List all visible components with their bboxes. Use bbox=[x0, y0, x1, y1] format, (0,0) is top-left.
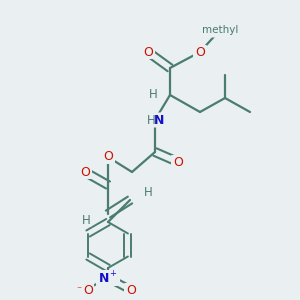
Text: H: H bbox=[148, 88, 158, 101]
FancyBboxPatch shape bbox=[141, 45, 155, 59]
Text: O: O bbox=[126, 284, 136, 296]
Text: H: H bbox=[144, 187, 152, 200]
Text: O: O bbox=[143, 46, 153, 59]
Text: H: H bbox=[82, 214, 90, 226]
FancyBboxPatch shape bbox=[142, 187, 154, 200]
FancyBboxPatch shape bbox=[78, 165, 92, 179]
FancyBboxPatch shape bbox=[145, 112, 165, 128]
Text: O: O bbox=[195, 46, 205, 59]
FancyBboxPatch shape bbox=[124, 283, 138, 297]
Text: O: O bbox=[103, 151, 113, 164]
FancyBboxPatch shape bbox=[76, 283, 94, 298]
FancyBboxPatch shape bbox=[193, 45, 207, 59]
Text: H: H bbox=[147, 113, 155, 127]
FancyBboxPatch shape bbox=[208, 22, 232, 38]
FancyBboxPatch shape bbox=[147, 88, 159, 101]
Text: ⁻: ⁻ bbox=[76, 285, 82, 295]
Text: methyl: methyl bbox=[202, 25, 238, 35]
Text: O: O bbox=[83, 284, 93, 296]
FancyBboxPatch shape bbox=[101, 150, 115, 164]
Text: O: O bbox=[173, 155, 183, 169]
FancyBboxPatch shape bbox=[171, 155, 185, 169]
FancyBboxPatch shape bbox=[96, 270, 120, 286]
Text: N: N bbox=[154, 113, 164, 127]
Text: O: O bbox=[80, 166, 90, 178]
Text: +: + bbox=[110, 269, 116, 278]
Text: N: N bbox=[99, 272, 109, 284]
FancyBboxPatch shape bbox=[80, 214, 92, 226]
